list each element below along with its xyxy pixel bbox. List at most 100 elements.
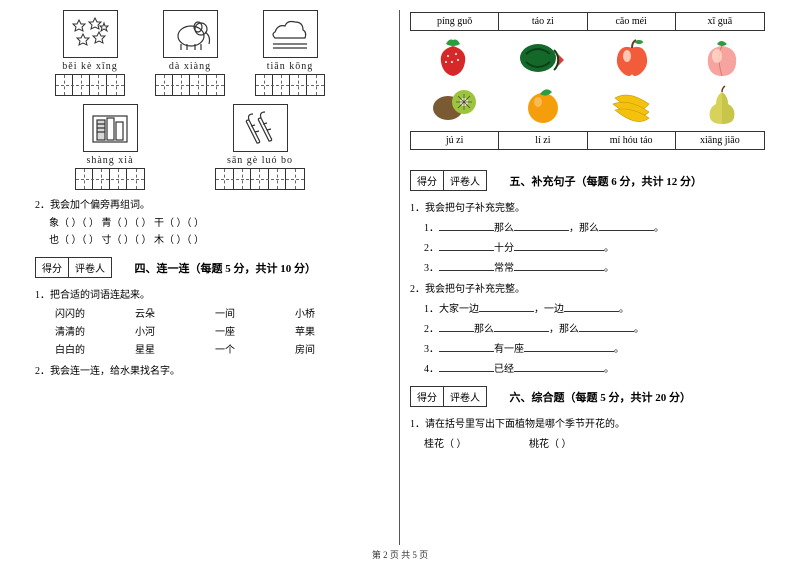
text: 3．: [424, 344, 439, 355]
elephant-icon: [163, 10, 218, 58]
sky-icon: [263, 10, 318, 58]
grader-label: 评卷人: [444, 387, 486, 406]
text: 那么: [494, 223, 514, 234]
label-cell: táo zi: [499, 13, 587, 30]
fruit-labels-bottom: jú zi lí zi mí hóu táo xiāng jiāo: [410, 131, 765, 150]
text: 2．: [424, 324, 439, 335]
carrots-icon: [233, 104, 288, 152]
match-row: 白白的 星星 一个 房间: [35, 341, 389, 356]
pic-item-books: shàng xià: [75, 104, 145, 190]
match-cell: 一个: [215, 341, 265, 356]
score-label: 得分: [411, 171, 444, 190]
pinyin-label: shàng xià: [86, 155, 133, 166]
question-5-1: 1．我会把句子补充完整。: [410, 199, 765, 214]
text: 。: [634, 324, 644, 335]
text: 常常: [494, 263, 514, 274]
label-cell: lí zi: [499, 132, 587, 149]
char-grid: [215, 168, 305, 190]
match-cell: 小桥: [295, 305, 345, 320]
question-2: 2．我会加个偏旁再组词。: [35, 196, 389, 211]
label-cell: xī guā: [676, 13, 764, 30]
text: ，那么: [569, 223, 599, 234]
left-column: běi kè xīng dà xiàng: [25, 10, 400, 545]
match-cell: 星星: [135, 341, 185, 356]
pic-item-stars: běi kè xīng: [55, 10, 125, 96]
score-row: 得分 评卷人 五、补充句子（每题 6 分，共计 12 分）: [410, 162, 765, 193]
match-cell: 一间: [215, 305, 265, 320]
fill-line: 3． 有一座 。: [424, 340, 765, 355]
match-cell: 苹果: [295, 323, 345, 338]
fruit-grid: [410, 35, 765, 127]
fill-line: 1．那么，那么。: [424, 219, 765, 234]
stars-icon: [63, 10, 118, 58]
section-6-title: 六、综合题（每题 5 分，共计 20 分）: [510, 392, 692, 404]
books-icon: [83, 104, 138, 152]
pic-item-carrots: sān gè luó bo: [215, 104, 305, 190]
fill-line: 2．十分。: [424, 239, 765, 254]
question-6-1: 1．请在括号里写出下面植物是哪个季节开花的。: [410, 415, 765, 430]
watermelon-icon: [500, 35, 586, 79]
score-row: 得分 评卷人 六、综合题（每题 5 分，共计 20 分）: [410, 378, 765, 409]
apple-icon: [590, 35, 676, 79]
label-cell: mí hóu táo: [588, 132, 676, 149]
fill-line: 1．大家一边，一边。: [424, 300, 765, 315]
right-column: píng guǒ táo zi cǎo méi xī guā: [400, 10, 775, 545]
orange-icon: [500, 83, 586, 127]
char-grid: [75, 168, 145, 190]
text: 4．: [424, 364, 439, 375]
score-row: 得分 评卷人 四、连一连（每题 5 分，共计 10 分）: [35, 249, 389, 280]
text: 。: [604, 364, 614, 375]
text: 。: [619, 304, 629, 315]
char-grid: [55, 74, 125, 96]
page-footer: 第 2 页 共 5 页: [0, 548, 800, 561]
picture-row-2: shàng xià sān gè luó bo: [35, 104, 389, 190]
text: 有一座: [494, 344, 524, 355]
pinyin-label: sān gè luó bo: [227, 155, 293, 166]
strawberry-icon: [410, 35, 496, 79]
grader-label: 评卷人: [69, 258, 111, 277]
pic-item-elephant: dà xiàng: [155, 10, 225, 96]
pic-item-sky: tiān kōng: [255, 10, 325, 96]
text: 桃花（ ）: [529, 439, 572, 450]
kiwi-icon: [410, 83, 496, 127]
match-cell: 闪闪的: [55, 305, 105, 320]
grader-label: 评卷人: [444, 171, 486, 190]
match-cell: 白白的: [55, 341, 105, 356]
match-cell: 清清的: [55, 323, 105, 338]
text: 十分: [494, 243, 514, 254]
score-label: 得分: [411, 387, 444, 406]
pear-icon: [679, 83, 765, 127]
pinyin-label: tiān kōng: [267, 61, 314, 72]
label-cell: píng guǒ: [411, 13, 499, 30]
text: ，那么: [549, 324, 579, 335]
score-label: 得分: [36, 258, 69, 277]
match-row: 闪闪的 云朵 一间 小桥: [35, 305, 389, 320]
match-row: 清清的 小河 一座 苹果: [35, 323, 389, 338]
section-4-title: 四、连一连（每题 5 分，共计 10 分）: [135, 263, 317, 275]
picture-row-1: běi kè xīng dà xiàng: [35, 10, 389, 96]
text: 。: [614, 344, 624, 355]
text: 已经: [494, 364, 514, 375]
text: 桂花（ ）: [424, 439, 467, 450]
char-grid: [255, 74, 325, 96]
section-5-title: 五、补充句子（每题 6 分，共计 12 分）: [510, 176, 703, 188]
peach-icon: [679, 35, 765, 79]
label-cell: jú zi: [411, 132, 499, 149]
question-4-1: 1．把合适的词语连起来。: [35, 286, 389, 301]
label-cell: cǎo méi: [588, 13, 676, 30]
score-box: 得分 评卷人: [35, 257, 112, 278]
pinyin-label: dà xiàng: [169, 61, 211, 72]
score-box: 得分 评卷人: [410, 386, 487, 407]
text: ，一边: [534, 304, 564, 315]
fill-line: 2． 那么 ，那么 。: [424, 320, 765, 335]
q2-line: 象（ ）（ ） 青（ ）（ ） 干（ ）（ ）: [35, 215, 389, 232]
fill-line: 4． 已经 。: [424, 360, 765, 375]
match-cell: 云朵: [135, 305, 185, 320]
q2-line: 也（ ）（ ） 寸（ ）（ ） 木（ ）（ ）: [35, 232, 389, 249]
score-box: 得分 评卷人: [410, 170, 487, 191]
fill-line: 3．常常。: [424, 259, 765, 274]
match-cell: 小河: [135, 323, 185, 338]
text: 那么: [474, 324, 494, 335]
match-cell: 房间: [295, 341, 345, 356]
fill-line: 桂花（ ） 桃花（ ）: [424, 435, 765, 450]
